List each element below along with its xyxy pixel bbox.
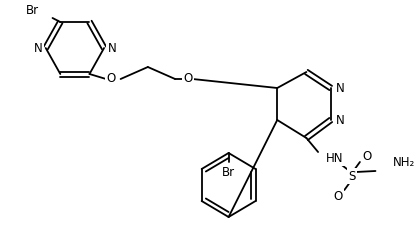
Text: O: O [333, 190, 342, 203]
Text: O: O [362, 149, 371, 163]
Text: S: S [349, 170, 356, 182]
Text: NH₂: NH₂ [393, 155, 415, 169]
Text: N: N [107, 42, 116, 54]
Text: Br: Br [26, 4, 39, 16]
Text: O: O [106, 73, 115, 85]
Text: O: O [183, 73, 192, 85]
Text: N: N [33, 42, 42, 54]
Text: Br: Br [222, 167, 235, 179]
Text: N: N [336, 113, 345, 127]
Text: HN: HN [326, 151, 343, 165]
Text: N: N [336, 81, 345, 94]
